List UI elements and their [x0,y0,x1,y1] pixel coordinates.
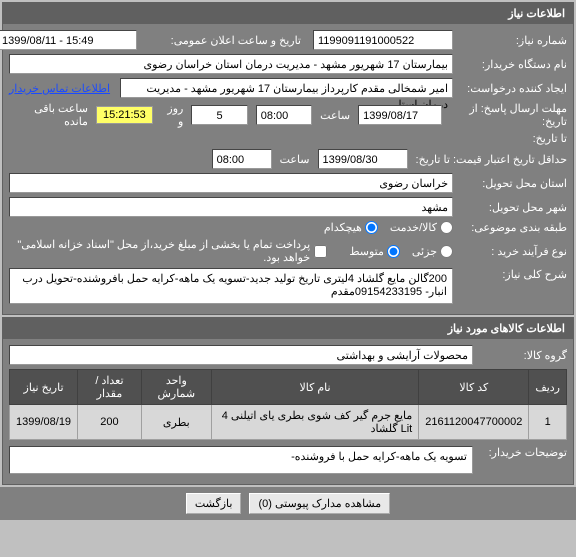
valid-to-time: 08:00 [212,149,272,169]
process-low-radio[interactable] [440,245,453,258]
col-row: ردیف [529,370,567,405]
cell-date: 1399/08/19 [10,405,78,440]
table-header-row: ردیف کد کالا نام کالا واحد شمارش تعداد /… [10,370,567,405]
budget-radio-group: کالا/خدمت هیچکدام [324,221,453,234]
process-label: نوع فرآیند خرید : [457,245,567,258]
footer: مشاهده مدارک پیوستی (0) بازگشت [0,487,576,520]
province-value: خراسان رضوی [9,173,453,193]
send-days: 5 [191,105,247,125]
creator-value: امیر شمخالی مقدم کارپرداز بیمارستان 17 ش… [120,78,453,98]
announce-datetime-value: 1399/08/11 - 15:49 [0,30,137,50]
budget-service-radio[interactable] [440,221,453,234]
attachments-button[interactable]: مشاهده مدارک پیوستی (0) [249,493,390,514]
process-radio-group: جزئی متوسط [349,245,453,258]
cell-code: 2161120047700002 [419,405,529,440]
buyer-org-label: نام دستگاه خریدار: [457,58,567,71]
process-mid-option[interactable]: متوسط [349,245,400,258]
budget-service-option[interactable]: کالا/خدمت [390,221,453,234]
goods-panel: اطلاعات کالاهای مورد نیاز گروه کالا: محص… [2,317,574,485]
announce-datetime-label: تاریخ و ساعت اعلان عمومی: [141,34,301,47]
time-label-2: ساعت [276,153,314,166]
process-mid-radio[interactable] [387,245,400,258]
cell-qty: 200 [78,405,142,440]
payment-checkbox[interactable] [314,245,327,258]
countdown-timer: 15:21:53 [96,106,153,124]
col-qty: تعداد / مقدار [78,370,142,405]
time-remaining-label: ساعت باقی مانده [9,102,92,128]
city-value: مشهد [9,197,453,217]
need-no-label: شماره نیاز: [457,34,567,47]
budget-none-radio[interactable] [365,221,378,234]
to-date-label: تا تاریخ: [457,132,567,145]
send-from-date: 1399/08/17 [358,105,442,125]
buyer-notes-label: توضیحات خریدار: [477,446,567,459]
cell-name: مایع جرم گیر کف شوی بطری یای اتیلنی 4 Li… [211,405,418,440]
creator-label: ایجاد کننده درخواست: [457,82,567,95]
time-label-1: ساعت [316,109,354,122]
contact-link[interactable]: اطلاعات تماس خریدار [9,82,116,95]
valid-to-date: 1399/08/30 [318,149,408,169]
general-desc-label: شرح کلی نیاز: [457,268,567,281]
col-code: کد کالا [419,370,529,405]
table-row[interactable]: 1 2161120047700002 مایع جرم گیر کف شوی ب… [10,405,567,440]
col-date: تاریخ نیاز [10,370,78,405]
send-deadline-label: مهلت ارسال پاسخ: از تاریخ: [446,102,567,128]
payment-note-row: پرداخت تمام یا بخشی از مبلغ خرید،از محل … [9,238,327,264]
general-desc-value: 200گالن مایع گلشاد 4لیتری تاریخ تولید جد… [9,268,453,304]
need-info-panel: اطلاعات نیاز شماره نیاز: 119909119100052… [2,2,574,315]
budget-none-option[interactable]: هیچکدام [324,221,378,234]
need-info-header: اطلاعات نیاز [3,3,573,24]
goods-group-label: گروه کالا: [477,349,567,362]
cell-unit: بطری [141,405,211,440]
cell-row: 1 [529,405,567,440]
col-name: نام کالا [211,370,418,405]
valid-deadline-label: حداقل تاریخ اعتبار قیمت: تا تاریخ: [412,153,567,166]
send-from-time: 08:00 [256,105,312,125]
city-label: شهر محل تحویل: [457,201,567,214]
goods-group-value: محصولات آرایشی و بهداشتی [9,345,473,365]
back-button[interactable]: بازگشت [186,493,242,514]
goods-table: ردیف کد کالا نام کالا واحد شمارش تعداد /… [9,369,567,440]
day-and-label: روز و [157,102,188,128]
goods-header: اطلاعات کالاهای مورد نیاز [3,318,573,339]
need-no-value: 1199091191000522 [313,30,453,50]
col-unit: واحد شمارش [141,370,211,405]
process-low-option[interactable]: جزئی [412,245,453,258]
buyer-notes-value: تسویه یک ماهه-کرایه حمل با فروشنده- [9,446,473,474]
province-label: استان محل تحویل: [457,177,567,190]
budget-class-label: طبقه بندی موضوعی: [457,221,567,234]
buyer-org-value: بیمارستان 17 شهریور مشهد - مدیریت درمان … [9,54,453,74]
payment-note-text: پرداخت تمام یا بخشی از مبلغ خرید،از محل … [9,238,310,264]
